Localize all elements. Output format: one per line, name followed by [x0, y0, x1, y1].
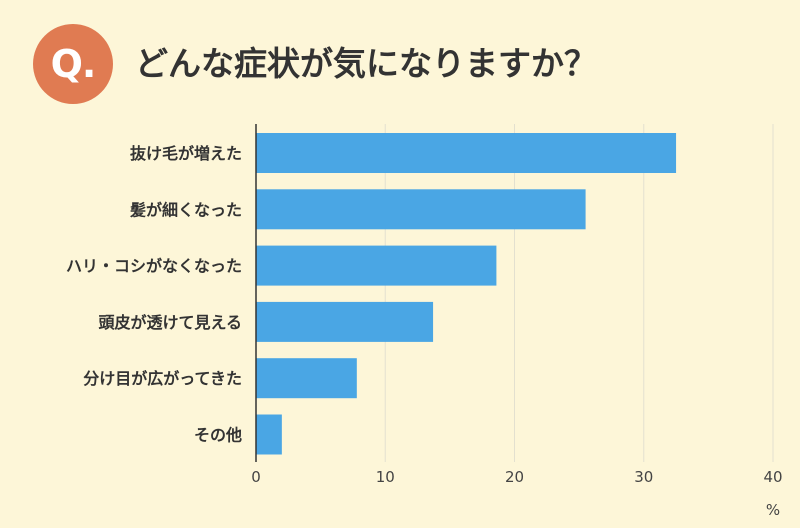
bar	[256, 358, 357, 399]
x-tick-label: 30	[634, 468, 653, 486]
chart-title: どんな症状が気になりますか？	[135, 44, 597, 83]
bar	[256, 133, 677, 173]
bar	[256, 189, 586, 230]
x-tick-label: 20	[505, 468, 524, 486]
question-badge: Q.	[33, 24, 113, 104]
bar	[256, 245, 497, 286]
x-tick-label: 10	[376, 468, 395, 486]
category-label: 分け目が広がってきた	[83, 369, 242, 388]
x-tick-label: 40	[763, 468, 782, 486]
category-label: 髪が細くなった	[129, 200, 242, 219]
bar	[256, 414, 282, 455]
category-label: 頭皮が透けて見える	[98, 313, 242, 332]
x-tick-label: 0	[251, 468, 261, 486]
category-label: 抜け毛が増えた	[130, 144, 242, 163]
category-label: ハリ・コシがなくなった	[66, 257, 242, 276]
x-axis-unit-label: %	[766, 501, 780, 519]
category-label: その他	[194, 426, 242, 445]
bar	[256, 301, 434, 342]
